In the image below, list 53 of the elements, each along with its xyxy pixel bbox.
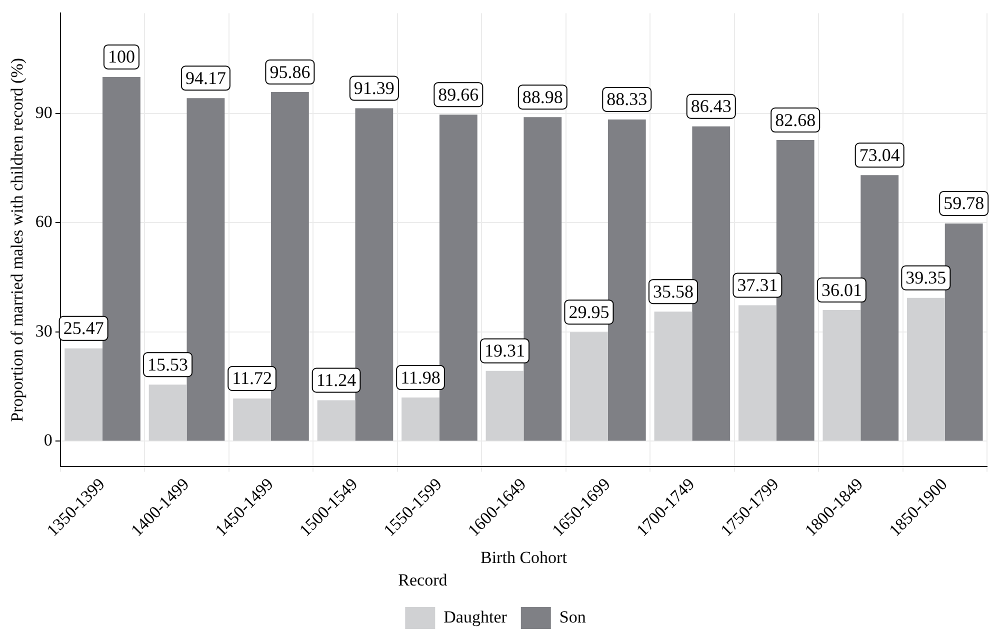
data-label: 86.43 bbox=[690, 96, 732, 116]
bar bbox=[317, 400, 356, 441]
bar bbox=[692, 126, 730, 441]
bar bbox=[822, 310, 861, 441]
data-label: 39.35 bbox=[906, 268, 946, 288]
y-tick-label: 0 bbox=[44, 430, 52, 450]
bar bbox=[486, 370, 524, 441]
bar bbox=[439, 114, 478, 441]
data-label: 94.17 bbox=[185, 68, 226, 88]
data-label: 19.31 bbox=[484, 340, 525, 361]
bar bbox=[738, 305, 776, 441]
bar bbox=[233, 398, 271, 441]
bar bbox=[570, 332, 608, 441]
legend-label: Daughter bbox=[444, 607, 508, 626]
bar bbox=[186, 98, 225, 441]
y-axis-title: Proportion of married males with children record (%) bbox=[8, 58, 27, 422]
bar bbox=[776, 140, 814, 441]
bar bbox=[102, 76, 140, 441]
bar bbox=[906, 298, 945, 441]
data-label: 35.58 bbox=[652, 281, 694, 302]
data-label: 95.86 bbox=[270, 62, 310, 82]
bar bbox=[524, 117, 562, 441]
data-label: 15.53 bbox=[148, 354, 188, 374]
y-tick-label: 30 bbox=[35, 321, 52, 340]
data-label: 91.39 bbox=[354, 78, 394, 98]
y-tick-label: 90 bbox=[35, 102, 52, 122]
legend-label: Son bbox=[559, 607, 586, 626]
bar bbox=[355, 108, 394, 441]
data-label: 11.98 bbox=[400, 367, 440, 388]
bar bbox=[402, 398, 440, 441]
bar bbox=[860, 175, 899, 441]
data-label: 37.31 bbox=[737, 275, 778, 296]
bar bbox=[654, 312, 692, 441]
y-tick-label: 60 bbox=[35, 212, 52, 232]
x-axis-title: Birth Cohort bbox=[480, 548, 568, 567]
data-label: 36.01 bbox=[821, 280, 862, 300]
data-label: 11.24 bbox=[316, 370, 356, 390]
data-label: 89.66 bbox=[438, 84, 479, 104]
data-label: 59.78 bbox=[944, 193, 984, 214]
data-label: 100 bbox=[108, 46, 135, 67]
bar bbox=[944, 223, 983, 441]
legend-title: Record bbox=[398, 570, 448, 590]
data-label: 88.33 bbox=[606, 89, 648, 110]
bar bbox=[270, 92, 309, 441]
bar bbox=[64, 348, 103, 441]
data-label: 82.68 bbox=[775, 110, 816, 130]
data-label: 88.98 bbox=[522, 86, 563, 107]
data-label: 73.04 bbox=[859, 144, 900, 165]
data-label: 25.47 bbox=[63, 318, 104, 338]
data-label: 11.72 bbox=[232, 368, 272, 388]
bar bbox=[148, 384, 187, 441]
bar bbox=[608, 119, 646, 441]
data-label: 29.95 bbox=[568, 302, 610, 322]
